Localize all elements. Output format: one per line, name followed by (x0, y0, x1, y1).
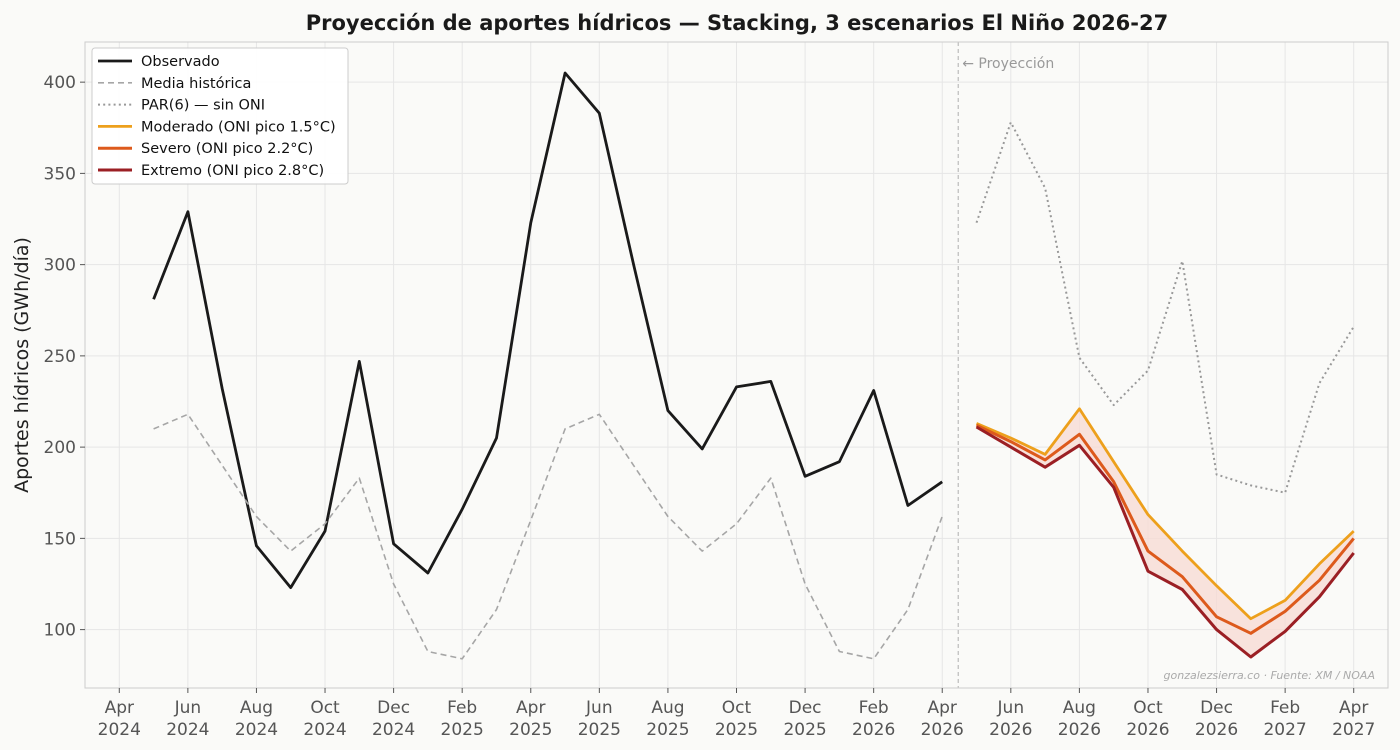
y-tick-label: 250 (44, 347, 76, 367)
x-tick-month: Oct (310, 698, 340, 718)
x-tick-month: Aug (1063, 698, 1096, 718)
y-axis-label: Aportes hídricos (GWh/día) (11, 237, 33, 493)
x-tick-year: 2026 (852, 720, 895, 740)
x-tick-year: 2026 (1058, 720, 1101, 740)
series-line-5 (975, 425, 1355, 659)
x-tick-year: 2024 (166, 720, 209, 740)
x-tick-year: 2026 (921, 720, 964, 740)
legend-box (91, 47, 349, 185)
x-tick-month: Jun (997, 698, 1025, 718)
y-tick-label: 400 (44, 73, 76, 93)
x-tick-month: Feb (447, 698, 477, 718)
x-axis: Apr2024Jun2024Aug2024Oct2024Dec2024Feb20… (98, 688, 1375, 740)
x-tick-month: Apr (516, 698, 545, 718)
x-tick-year: 2026 (1195, 720, 1238, 740)
x-tick-month: Aug (240, 698, 273, 718)
x-tick-year: 2025 (441, 720, 484, 740)
x-tick-year: 2026 (989, 720, 1032, 740)
x-tick-month: Dec (377, 698, 410, 718)
legend-label: Media histórica (141, 76, 251, 92)
y-tick-label: 300 (44, 256, 76, 276)
y-tick-label: 350 (44, 164, 76, 184)
y-tick-label: 150 (44, 529, 76, 549)
x-tick-year: 2024 (235, 720, 278, 740)
x-tick-month: Jun (174, 698, 202, 718)
x-tick-year: 2024 (372, 720, 415, 740)
series-lines (152, 71, 1355, 660)
x-tick-year: 2025 (646, 720, 689, 740)
x-tick-month: Feb (859, 698, 889, 718)
y-axis: 100 150 200 250 300 350 400 (44, 73, 85, 641)
x-tick-month: Oct (1133, 698, 1163, 718)
series-line-3 (975, 407, 1355, 621)
x-tick-month: Dec (1200, 698, 1233, 718)
legend-label: Observado (141, 54, 220, 70)
x-tick-month: Apr (1339, 698, 1368, 718)
projection-label: ← Proyección (962, 56, 1054, 72)
y-tick-label: 100 (44, 621, 76, 641)
x-tick-month: Apr (105, 698, 134, 718)
series-line-0 (152, 71, 943, 589)
chart-title: Proyección de aportes hídricos — Stackin… (306, 11, 1168, 35)
y-tick-label: 200 (44, 438, 76, 458)
legend: Observado Media histórica PAR(6) — sin ONI… (91, 47, 349, 185)
source-credit: gonzalezsierra.co · Fuente: XM / NOAA (1164, 669, 1375, 682)
x-tick-month: Jun (585, 698, 613, 718)
x-tick-year: 2025 (783, 720, 826, 740)
x-tick-month: Oct (722, 698, 752, 718)
x-tick-month: Apr (928, 698, 957, 718)
x-tick-year: 2026 (1126, 720, 1169, 740)
x-tick-year: 2024 (98, 720, 141, 740)
legend-label: Extremo (ONI pico 2.8°C) (141, 163, 324, 179)
series-line-2 (975, 121, 1355, 494)
x-tick-month: Feb (1270, 698, 1300, 718)
legend-label: Moderado (ONI pico 1.5°C) (141, 119, 336, 135)
series-line-4 (975, 423, 1355, 635)
x-tick-month: Aug (651, 698, 684, 718)
series-line-1 (153, 413, 943, 660)
x-tick-year: 2027 (1263, 720, 1306, 740)
x-tick-year: 2027 (1332, 720, 1375, 740)
x-tick-year: 2025 (715, 720, 758, 740)
x-tick-month: Dec (789, 698, 822, 718)
x-tick-year: 2024 (303, 720, 346, 740)
projection-marker: ← Proyección (957, 42, 1054, 688)
legend-label: Severo (ONI pico 2.2°C) (141, 141, 313, 157)
x-tick-year: 2025 (578, 720, 621, 740)
x-tick-year: 2025 (509, 720, 552, 740)
legend-label: PAR(6) — sin ONI (141, 98, 265, 114)
